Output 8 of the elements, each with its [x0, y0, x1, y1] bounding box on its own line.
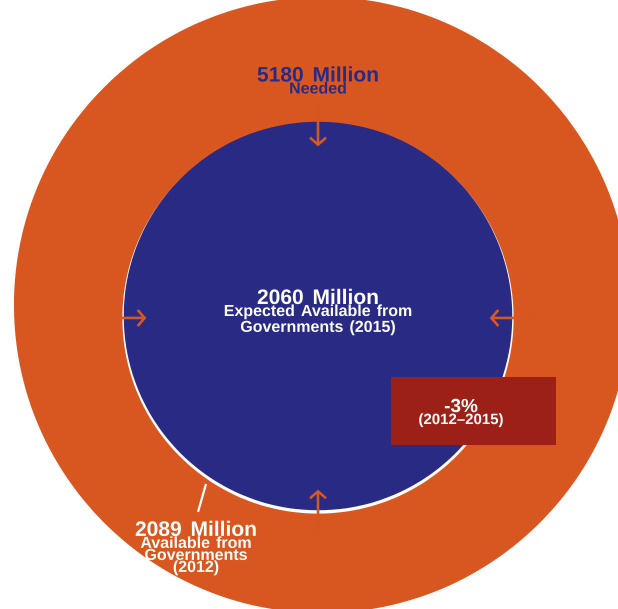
text: -3%	[444, 398, 478, 412]
text: (2012–2015)	[419, 413, 503, 428]
data-label: 2089 Million	[136, 520, 256, 536]
data-label: 5180 Million	[258, 66, 378, 82]
category-label: Needed	[290, 82, 346, 94]
data-label: 2060 Million	[258, 288, 378, 304]
category-label: Expected Available from Governments (2015)	[224, 304, 412, 336]
category-label: Available from Governments (2012)	[140, 536, 251, 576]
